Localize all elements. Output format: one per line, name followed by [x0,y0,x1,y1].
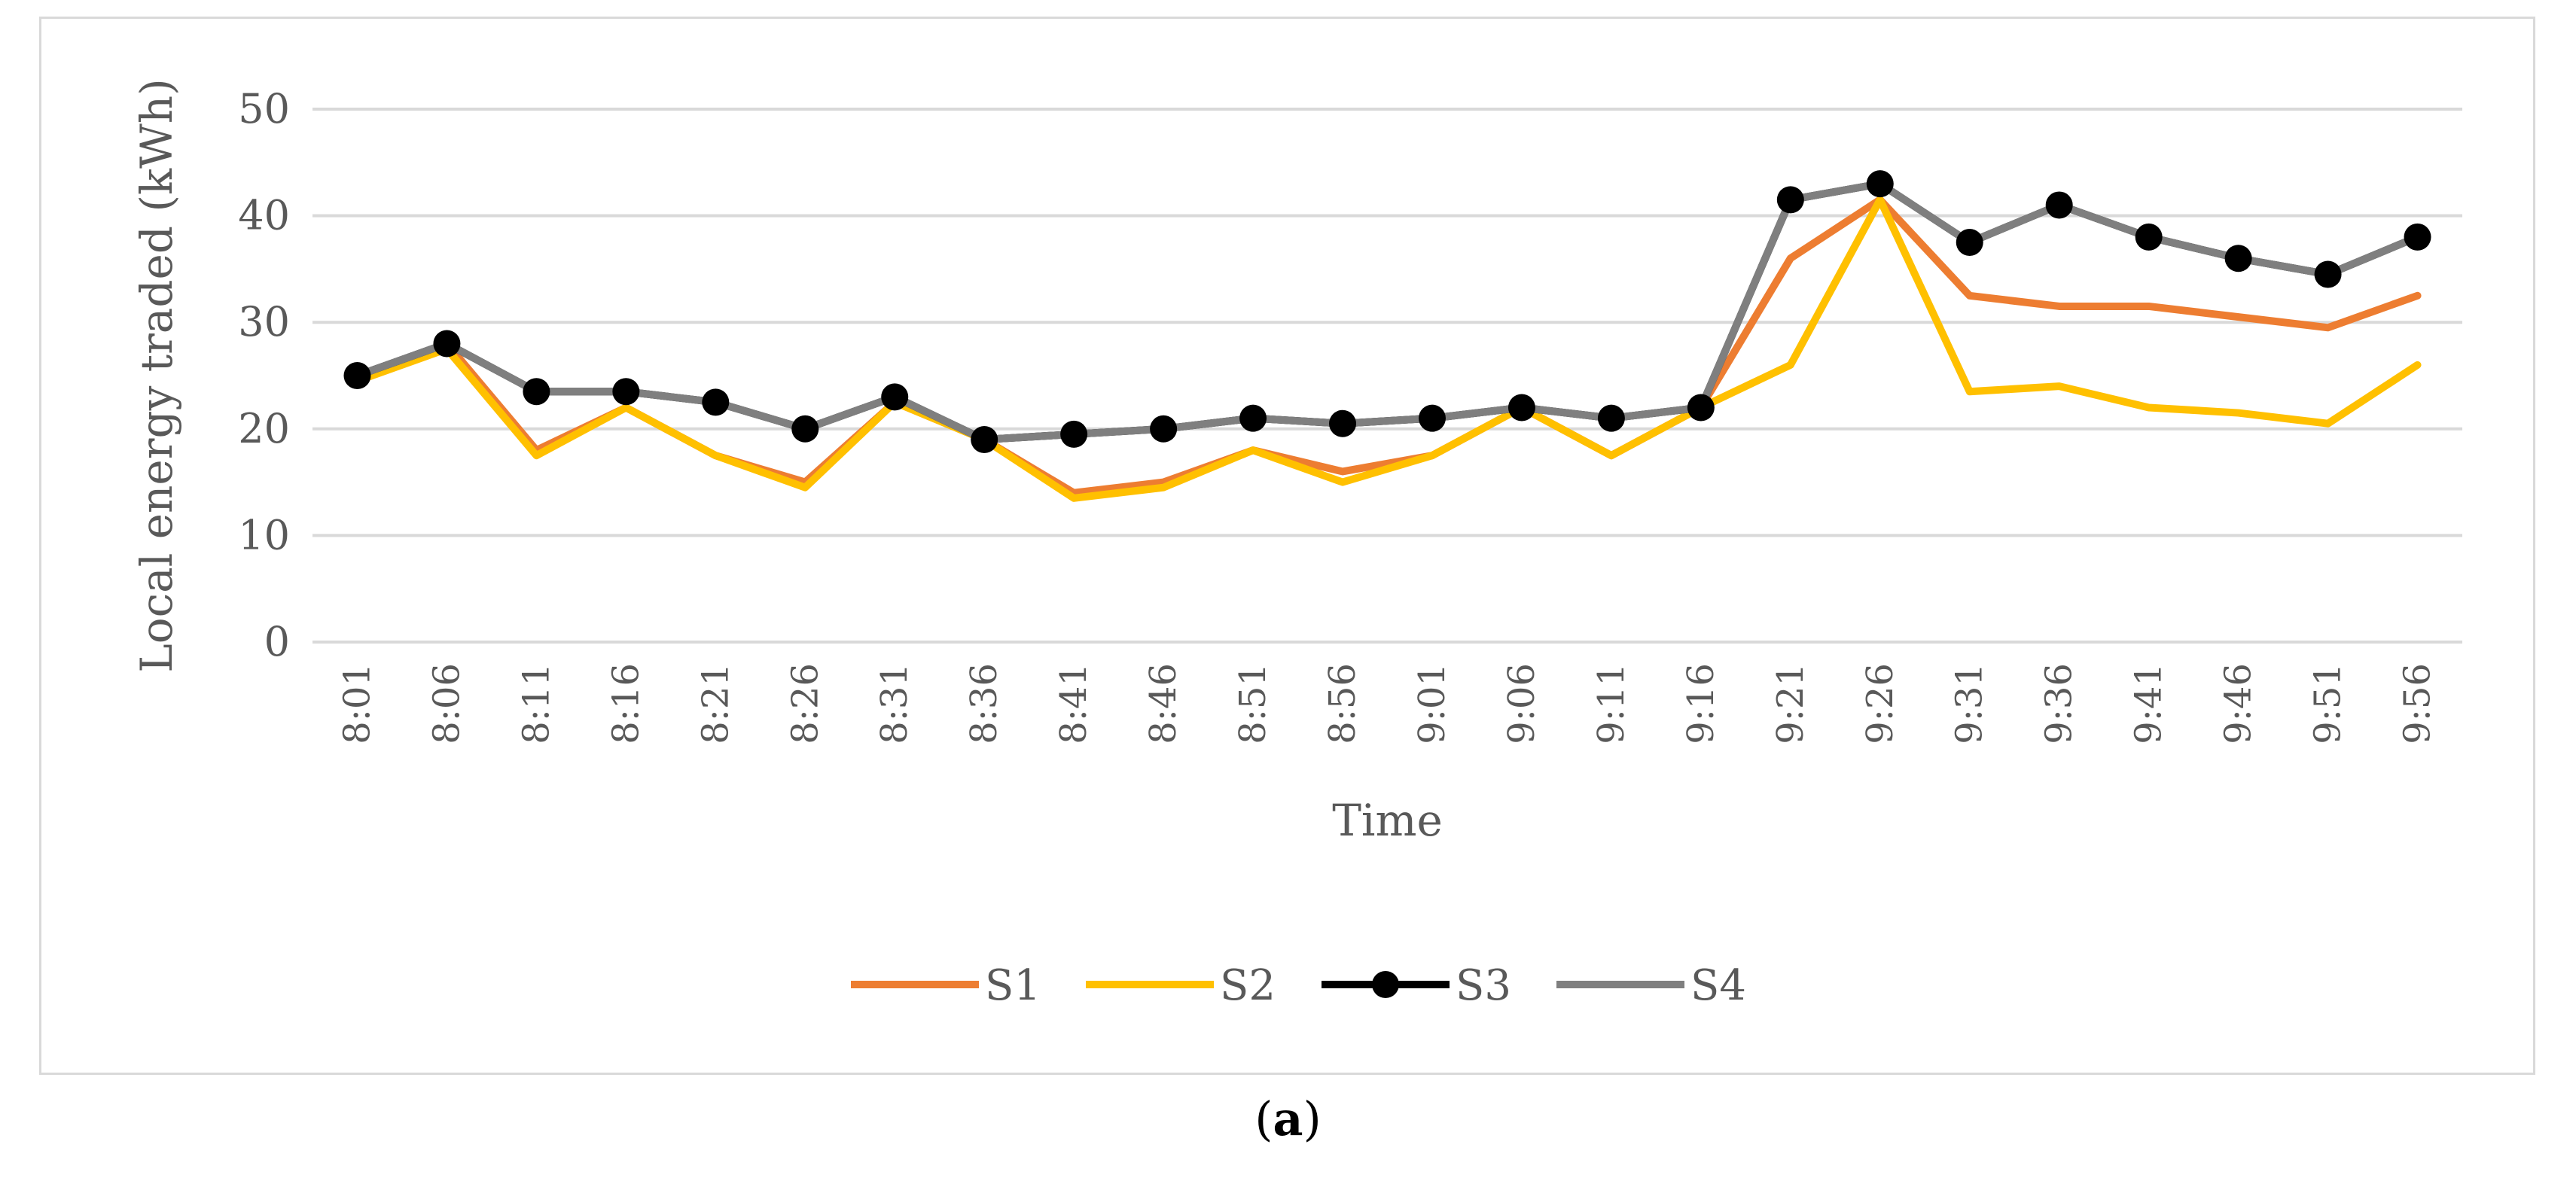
chart-frame [39,17,2535,1075]
legend-marker [1372,971,1399,998]
series-line-s1 [353,196,2422,497]
x-tick-label: 8:56 [1322,663,1364,744]
gridlines [312,108,2462,644]
y-tick-label: 50 [238,85,290,132]
data-point [343,362,371,389]
series-line-s2 [353,196,2422,502]
legend-item-s1: S1 [851,961,1041,1010]
caption-close-paren: ) [1303,1091,1322,1146]
legend-label: S1 [985,961,1041,1010]
series-layer [343,170,2431,502]
legend-label: S2 [1220,961,1276,1010]
x-tick-label: 8:06 [425,663,468,744]
data-point [433,330,461,358]
data-point [971,425,998,453]
data-point [1239,404,1267,432]
x-tick-label: 9:51 [2307,663,2349,744]
y-tick-label: 30 [238,298,290,345]
x-tick-label: 9:21 [1770,663,1812,744]
data-point [1060,420,1088,448]
data-point [612,378,640,406]
data-point [1150,415,1178,443]
caption-label: a [1273,1091,1303,1146]
data-point [1418,404,1446,432]
y-tick-label: 20 [238,405,290,452]
data-point [2404,223,2431,251]
x-tick-label: 8:16 [605,663,647,744]
x-tick-label: 9:16 [1680,663,1722,744]
data-point [702,388,730,416]
x-tick-label: 9:11 [1590,663,1632,744]
x-axis-ticks: 8:01 8:06 8:11 8:16 8:21 8:26 8:31 8:36 8:41 8:46… [336,663,2438,744]
data-point [791,415,819,443]
data-point [2135,223,2163,251]
data-point [1866,170,1894,198]
data-point [523,378,550,406]
x-tick-label: 9:01 [1411,663,1453,744]
x-tick-label: 9:56 [2397,663,2439,744]
data-point [1776,186,1804,214]
data-point [1507,394,1535,422]
caption-open-paren: ( [1254,1091,1273,1146]
x-tick-label: 8:31 [873,663,916,744]
x-tick-label: 9:46 [2218,663,2260,744]
data-point [881,383,909,411]
series-line-s4 [353,180,2422,443]
series-s4 [353,180,2422,443]
x-tick-label: 9:41 [2128,663,2170,744]
data-point [1956,229,1983,256]
data-point [1687,394,1715,422]
legend: S1 S2 S3 S4 [851,961,1746,1010]
y-tick-label: 0 [264,618,290,665]
x-tick-label: 9:36 [2038,663,2081,744]
series-s1 [353,196,2422,497]
x-tick-label: 8:41 [1053,663,1095,744]
y-axis-ticks: 0 10 20 30 40 50 [238,85,290,665]
x-tick-label: 8:36 [963,663,1005,744]
x-tick-label: 8:51 [1232,663,1274,744]
series-s2 [353,196,2422,502]
x-tick-label: 8:21 [694,663,736,744]
x-tick-label: 8:11 [515,663,557,744]
x-tick-label: 8:46 [1142,663,1184,744]
y-axis-title: Local energy traded (kWh) [131,78,182,673]
data-point [1329,409,1357,437]
legend-label: S4 [1690,961,1746,1010]
legend-item-s2: S2 [1086,961,1276,1010]
x-tick-label: 9:26 [1859,663,1901,744]
data-point [2045,191,2073,219]
x-axis-title: Time [1332,795,1443,846]
x-tick-label: 8:01 [336,663,378,744]
x-tick-label: 9:06 [1501,663,1543,744]
y-tick-label: 10 [238,511,290,558]
x-tick-label: 9:31 [1949,663,1991,744]
legend-item-s4: S4 [1556,961,1746,1010]
y-tick-label: 40 [238,192,290,239]
figure-caption: (a) [0,1091,2576,1146]
data-point [2224,245,2252,272]
x-tick-label: 8:26 [784,663,826,744]
legend-label: S3 [1456,961,1511,1010]
data-point [1597,404,1625,432]
data-point [2314,260,2342,288]
legend-item-s3: S3 [1322,961,1511,1010]
markers-s3 [343,170,2431,453]
